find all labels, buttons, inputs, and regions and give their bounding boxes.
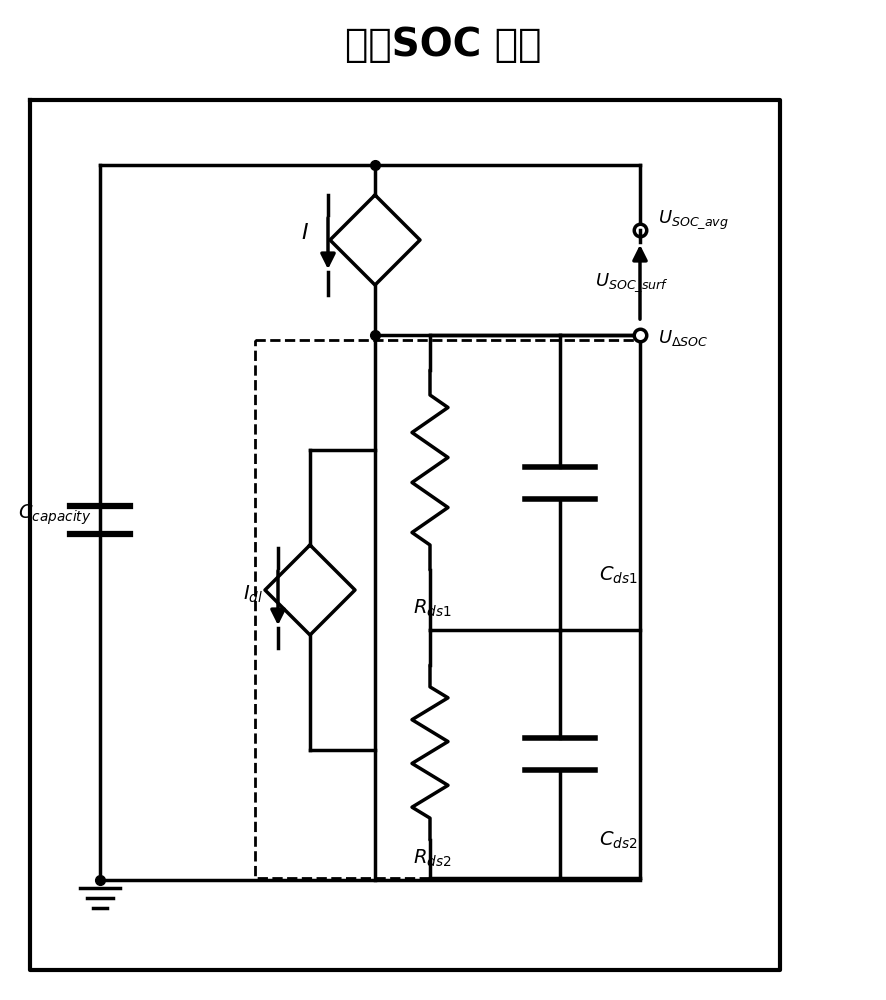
Text: $U_{\Delta SOC}$: $U_{\Delta SOC}$ xyxy=(658,328,709,348)
Text: 实时SOC 模拟: 实时SOC 模拟 xyxy=(345,26,541,64)
Text: $C_{ds1}$: $C_{ds1}$ xyxy=(599,564,637,586)
Text: $R_{ds1}$: $R_{ds1}$ xyxy=(413,597,451,619)
Text: $C_{ds2}$: $C_{ds2}$ xyxy=(599,829,637,851)
Text: $R_{ds2}$: $R_{ds2}$ xyxy=(413,847,451,869)
Text: $I_{dl}$: $I_{dl}$ xyxy=(243,583,263,605)
Text: $C_{capacity}$: $C_{capacity}$ xyxy=(19,503,91,527)
Text: $I$: $I$ xyxy=(301,223,309,243)
Text: $U_{SOC\_surf}$: $U_{SOC\_surf}$ xyxy=(595,272,669,294)
Text: $U_{SOC\_avg}$: $U_{SOC\_avg}$ xyxy=(658,209,729,231)
